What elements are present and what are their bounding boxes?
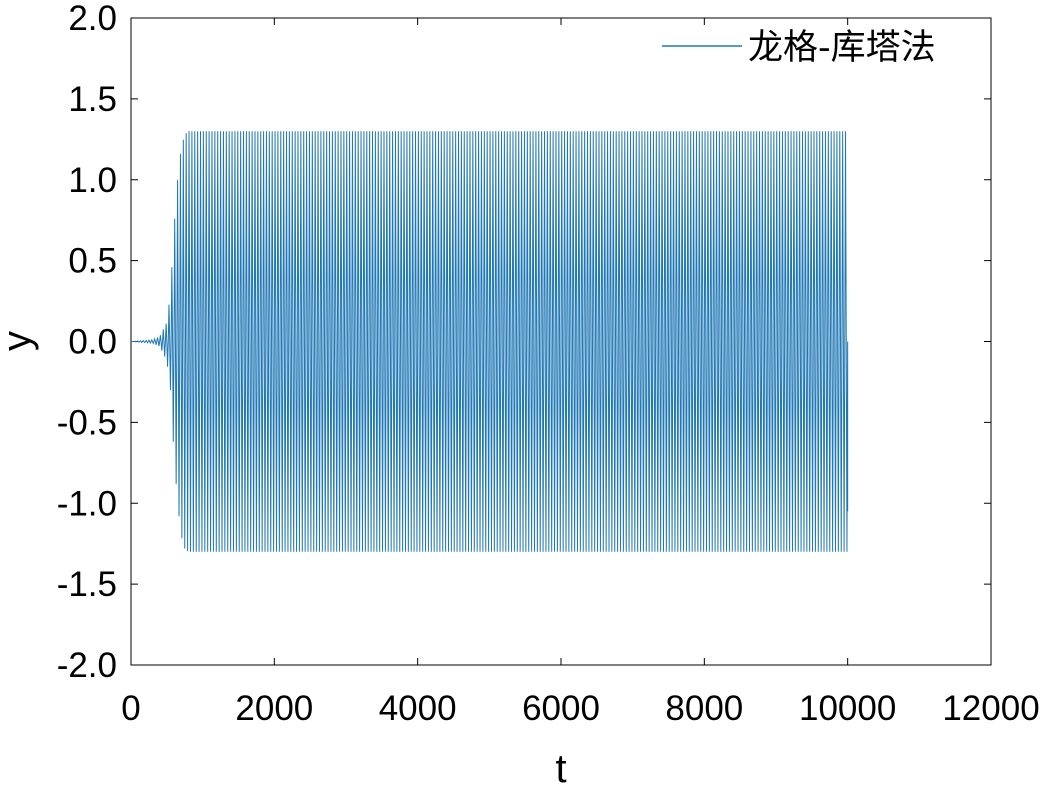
series-line-runge-kutta — [130, 131, 849, 552]
legend: 龙格-库塔法 — [662, 28, 936, 68]
y-tick-label: 1.5 — [68, 80, 117, 119]
y-tick-label: 1.0 — [68, 161, 117, 200]
y-axis-label: y — [0, 331, 39, 351]
x-tick-label: 8000 — [665, 689, 743, 728]
legend-label: 龙格-库塔法 — [748, 28, 936, 68]
y-tick-label: -1.5 — [57, 565, 117, 604]
y-tick-label: 0.0 — [68, 323, 117, 362]
x-axis-label: t — [555, 747, 566, 787]
y-tick-label: -0.5 — [57, 403, 117, 442]
y-tick-label: 2.0 — [68, 0, 117, 38]
y-axis-ticks: 2.0 1.5 1.0 0.5 0.0 -0.5 -1.0 -1.5 -2.0 — [57, 0, 991, 685]
x-tick-label: 10000 — [799, 689, 896, 728]
x-tick-label: 2000 — [235, 689, 313, 728]
x-axis-ticks: 0 2000 4000 6000 8000 10000 12000 — [121, 18, 1040, 728]
x-tick-label: 6000 — [522, 689, 600, 728]
y-tick-label: -2.0 — [57, 646, 117, 685]
x-tick-label: 0 — [121, 689, 140, 728]
y-tick-label: 0.5 — [68, 242, 117, 281]
y-tick-label: -1.0 — [57, 484, 117, 523]
x-tick-label: 12000 — [942, 689, 1039, 728]
x-tick-label: 4000 — [379, 689, 457, 728]
